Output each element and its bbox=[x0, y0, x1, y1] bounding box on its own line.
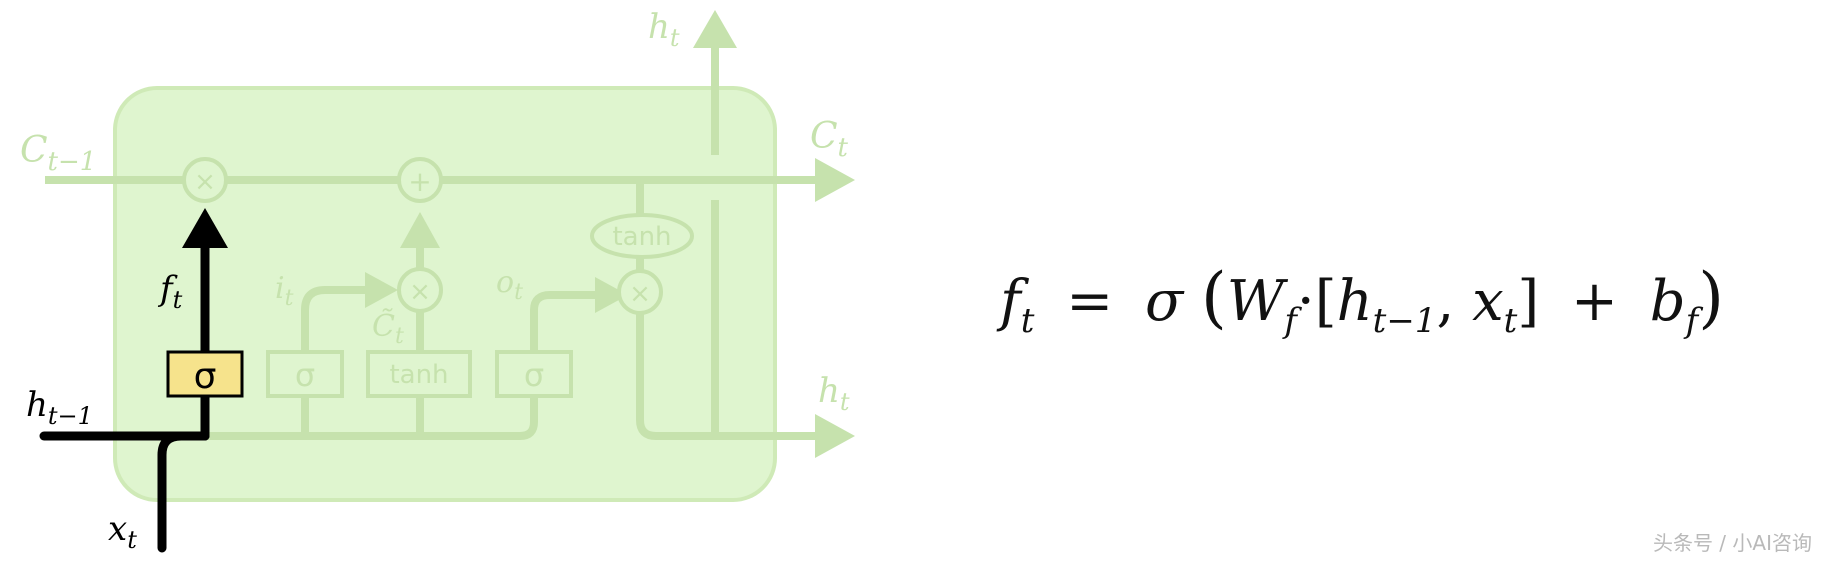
eq-close-paren: ) bbox=[1698, 259, 1724, 336]
eq-sigma: σ bbox=[1144, 269, 1184, 334]
forget-multiply-symbol: × bbox=[194, 167, 216, 197]
eq-dot: · bbox=[1296, 269, 1315, 334]
eq-x: x bbox=[1472, 269, 1504, 334]
input-gate-arrowhead bbox=[365, 272, 398, 308]
eq-h-sub: t−1 bbox=[1372, 301, 1437, 341]
eq-weight: W bbox=[1226, 269, 1285, 334]
eq-open-paren: ( bbox=[1201, 259, 1227, 336]
label-c-prev: Ct−1 bbox=[20, 130, 96, 177]
cell-state-arrowhead bbox=[815, 158, 855, 202]
output-gate-arrowhead bbox=[595, 277, 628, 313]
label-h-top: ht bbox=[648, 7, 680, 52]
forget-gate-equation: ft = σ (Wf·[ht−1, xt] + bf) bbox=[1000, 258, 1724, 338]
forget-multiply-op: × bbox=[182, 157, 228, 203]
eq-plus: + bbox=[1571, 269, 1618, 334]
cell-add-symbol: + bbox=[408, 165, 431, 198]
h-right-arrowhead bbox=[815, 414, 855, 458]
watermark: 头条号 / 小AI咨询 bbox=[1652, 531, 1812, 555]
cell-tanh-label: tanh bbox=[612, 222, 671, 252]
eq-x-sub: t bbox=[1503, 301, 1518, 341]
output-path bbox=[636, 180, 820, 440]
eq-comma: , bbox=[1436, 269, 1455, 334]
active-forget-path bbox=[39, 240, 210, 553]
candidate-tanh-label: tanh bbox=[389, 360, 448, 390]
forget-sigma-box: σ bbox=[166, 350, 244, 398]
input-multiply-symbol: × bbox=[409, 277, 431, 307]
label-o-gate: ot bbox=[496, 265, 523, 305]
label-i-gate: it bbox=[275, 271, 294, 311]
label-h-prev: ht−1 bbox=[26, 385, 93, 430]
input-multiply-op: × bbox=[397, 267, 443, 313]
eq-lhs-sub: t bbox=[1020, 301, 1035, 341]
input-sigma-label: σ bbox=[295, 356, 315, 394]
output-sigma-box: σ bbox=[495, 350, 573, 398]
forget-gate-arrowhead bbox=[182, 208, 228, 248]
eq-equals: = bbox=[1066, 269, 1114, 334]
eq-bias-sub: f bbox=[1685, 301, 1699, 341]
eq-weight-sub: f bbox=[1284, 301, 1297, 341]
label-c-next: Ct bbox=[810, 116, 849, 163]
h-top-arrowhead bbox=[693, 10, 737, 48]
eq-lhs: f bbox=[1000, 269, 1021, 334]
label-c-tilde: C̃t bbox=[372, 309, 404, 349]
output-sigma-label: σ bbox=[524, 356, 544, 394]
eq-bias: b bbox=[1649, 269, 1686, 334]
candidate-tanh-box: tanh bbox=[366, 350, 472, 398]
faded-gate-inputs bbox=[205, 245, 600, 440]
label-h-right: ht bbox=[818, 371, 850, 416]
candidate-up-arrowhead bbox=[400, 212, 440, 248]
eq-open-bracket: [ bbox=[1314, 269, 1337, 334]
cell-add-op: + bbox=[397, 157, 443, 203]
forget-sigma-label: σ bbox=[194, 356, 217, 397]
eq-close-bracket: ] bbox=[1517, 269, 1540, 334]
input-sigma-box: σ bbox=[266, 350, 344, 398]
label-x-in: xt bbox=[108, 509, 137, 554]
eq-h: h bbox=[1336, 269, 1373, 334]
cell-tanh-ellipse: tanh bbox=[590, 213, 694, 259]
output-multiply-op: × bbox=[617, 269, 663, 315]
output-multiply-symbol: × bbox=[629, 279, 651, 309]
